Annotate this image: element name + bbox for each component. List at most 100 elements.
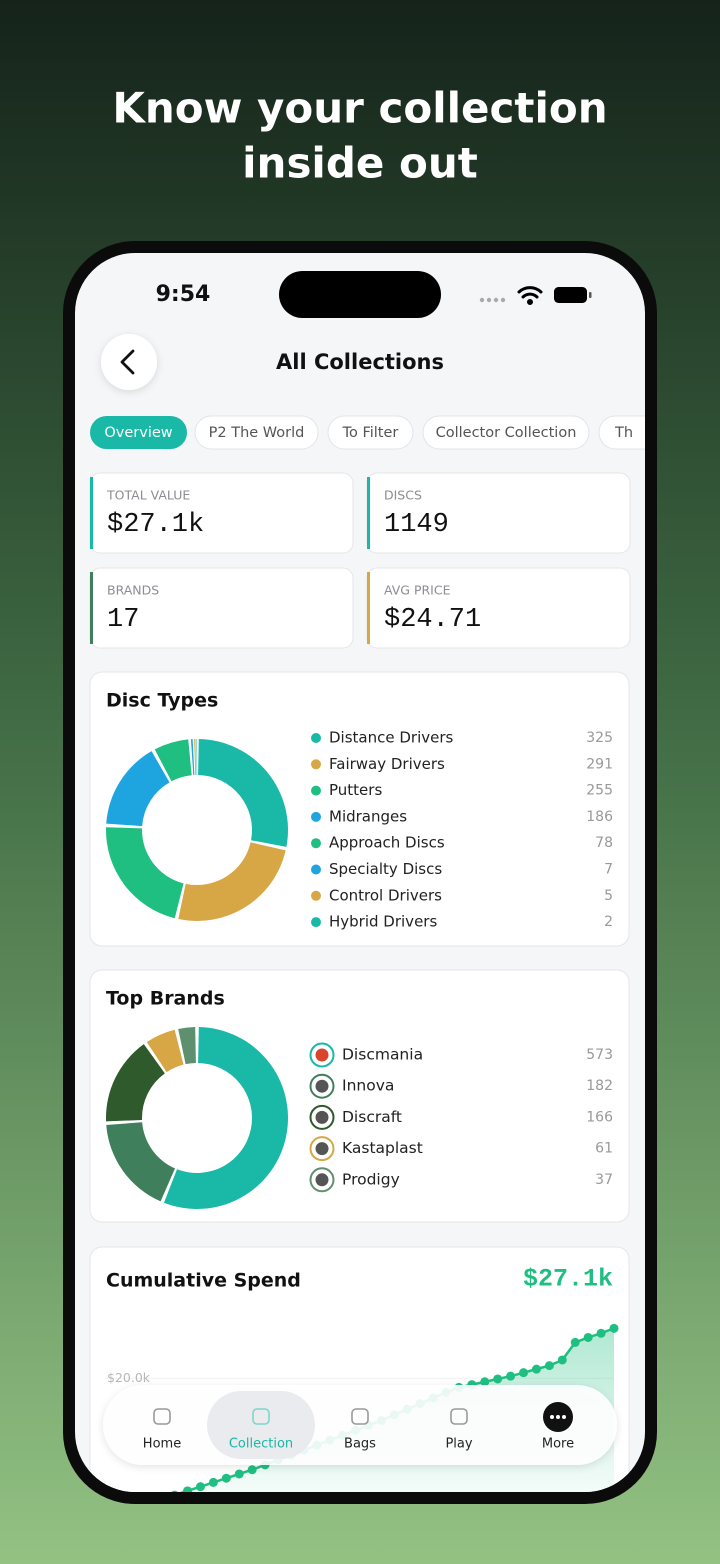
screen: 9:54 All Collections Overview P2 The Worl… — [75, 253, 690, 1492]
nav-icon[interactable] — [450, 1408, 468, 1425]
donut-segment — [178, 842, 286, 921]
stat-label: TOTAL VALUE — [106, 488, 190, 503]
nav-label: Collection — [229, 1437, 293, 1452]
donut-segment — [194, 739, 197, 776]
wifi-icon — [517, 286, 543, 305]
brand-logo-mark — [315, 1173, 329, 1187]
legend-dot — [311, 890, 321, 901]
stat-accent — [90, 477, 93, 549]
legend-label: Approach Discs — [329, 834, 445, 852]
card-title: Cumulative Spend — [106, 1270, 301, 1292]
donut-segment — [106, 751, 170, 827]
legend-value: 291 — [586, 756, 613, 772]
donut-segment — [106, 827, 184, 919]
donut-segment — [190, 739, 195, 776]
legend-value: 186 — [586, 809, 613, 825]
legend-label: Discmania — [342, 1046, 423, 1064]
stat-label: BRANDS — [107, 583, 159, 598]
brand-logo-mark — [315, 1048, 329, 1062]
donut-segment — [178, 1027, 196, 1065]
spend-point — [183, 1486, 193, 1492]
stat-accent — [367, 572, 370, 644]
legend-dot — [311, 811, 321, 822]
legend-value: 2 — [604, 914, 613, 930]
spend-point — [493, 1374, 503, 1384]
legend-label: Hybrid Drivers — [329, 913, 437, 931]
legend-label: Midranges — [329, 807, 407, 825]
tab-label: Collector Collection — [436, 425, 577, 441]
legend-label: Putters — [329, 781, 382, 799]
nav-icon-dot — [562, 1415, 566, 1419]
tab-label: P2 The World — [209, 425, 305, 441]
spend-area — [110, 1328, 614, 1492]
stat-accent — [367, 477, 370, 549]
legend-label: Fairway Drivers — [329, 755, 445, 773]
stat-value: $24.71 — [384, 605, 481, 635]
nav-icon-dot — [550, 1415, 554, 1419]
stat-value: $27.1k — [107, 510, 204, 540]
stat-value: 17 — [107, 605, 139, 635]
spend-point — [570, 1337, 580, 1347]
spend-point — [596, 1328, 606, 1338]
headline: Know your collection — [112, 84, 607, 133]
status-time: 9:54 — [156, 282, 211, 307]
tab[interactable] — [327, 415, 414, 450]
legend-dot — [311, 864, 321, 875]
legend-dot — [311, 838, 321, 849]
back-button[interactable] — [101, 334, 157, 390]
spend-point — [583, 1332, 593, 1342]
nav-icon[interactable] — [153, 1408, 171, 1425]
nav-active-pill — [207, 1391, 315, 1459]
legend-value: 7 — [604, 862, 613, 878]
spend-point — [609, 1323, 619, 1333]
legend-label: Innova — [342, 1077, 394, 1095]
card-title: Top Brands — [106, 988, 225, 1010]
legend-dot — [311, 759, 321, 770]
tab[interactable] — [422, 415, 590, 450]
dynamic-island — [279, 271, 441, 318]
spend-total: $27.1k — [523, 1265, 613, 1294]
donut-segment — [154, 739, 192, 782]
tab[interactable] — [598, 415, 690, 450]
spend-point — [195, 1482, 205, 1492]
spend-point — [221, 1473, 231, 1483]
donut-segment — [106, 1122, 175, 1202]
stat-value: 1149 — [384, 510, 449, 540]
legend-value: 325 — [586, 730, 613, 746]
legend-value: 61 — [595, 1141, 613, 1157]
spend-point — [557, 1355, 567, 1365]
nav-icon-dot — [556, 1415, 560, 1419]
spend-point — [234, 1469, 244, 1479]
spend-point — [531, 1364, 541, 1374]
tab[interactable] — [90, 416, 187, 449]
brand-logo-mark — [315, 1110, 329, 1124]
signal-icon — [479, 297, 506, 303]
legend-label: Kastaplast — [342, 1139, 423, 1157]
tab-bar: Overview P2 The World To Filter Collector C… — [90, 415, 690, 450]
headline: inside out — [242, 139, 478, 188]
bottom-nav: Home Collection Bags Play More — [103, 1385, 617, 1465]
page-title: All Collections — [276, 350, 444, 374]
legend-label: Control Drivers — [329, 886, 442, 904]
nav-icon[interactable] — [351, 1408, 369, 1425]
legend-dot — [311, 733, 321, 743]
legend-label: Discraft — [342, 1108, 402, 1126]
legend-value: 255 — [586, 783, 613, 799]
legend-dot — [311, 785, 321, 796]
stat-accent — [90, 572, 93, 644]
nav-label: Play — [445, 1437, 472, 1452]
legend-value: 573 — [586, 1047, 613, 1063]
nav-icon[interactable] — [252, 1408, 270, 1425]
brand-logo-mark — [315, 1142, 329, 1156]
donut-segment — [198, 739, 288, 847]
nav-bar — [103, 1385, 617, 1465]
legend-value: 5 — [604, 888, 613, 904]
donut-segment — [196, 739, 197, 776]
legend-value: 166 — [586, 1109, 613, 1125]
legend-value: 182 — [586, 1078, 613, 1094]
tab[interactable] — [194, 415, 319, 450]
legend-label: Distance Drivers — [329, 729, 454, 747]
spend-point — [544, 1361, 554, 1371]
donut-segment — [163, 1027, 289, 1209]
spend-point — [506, 1371, 516, 1381]
